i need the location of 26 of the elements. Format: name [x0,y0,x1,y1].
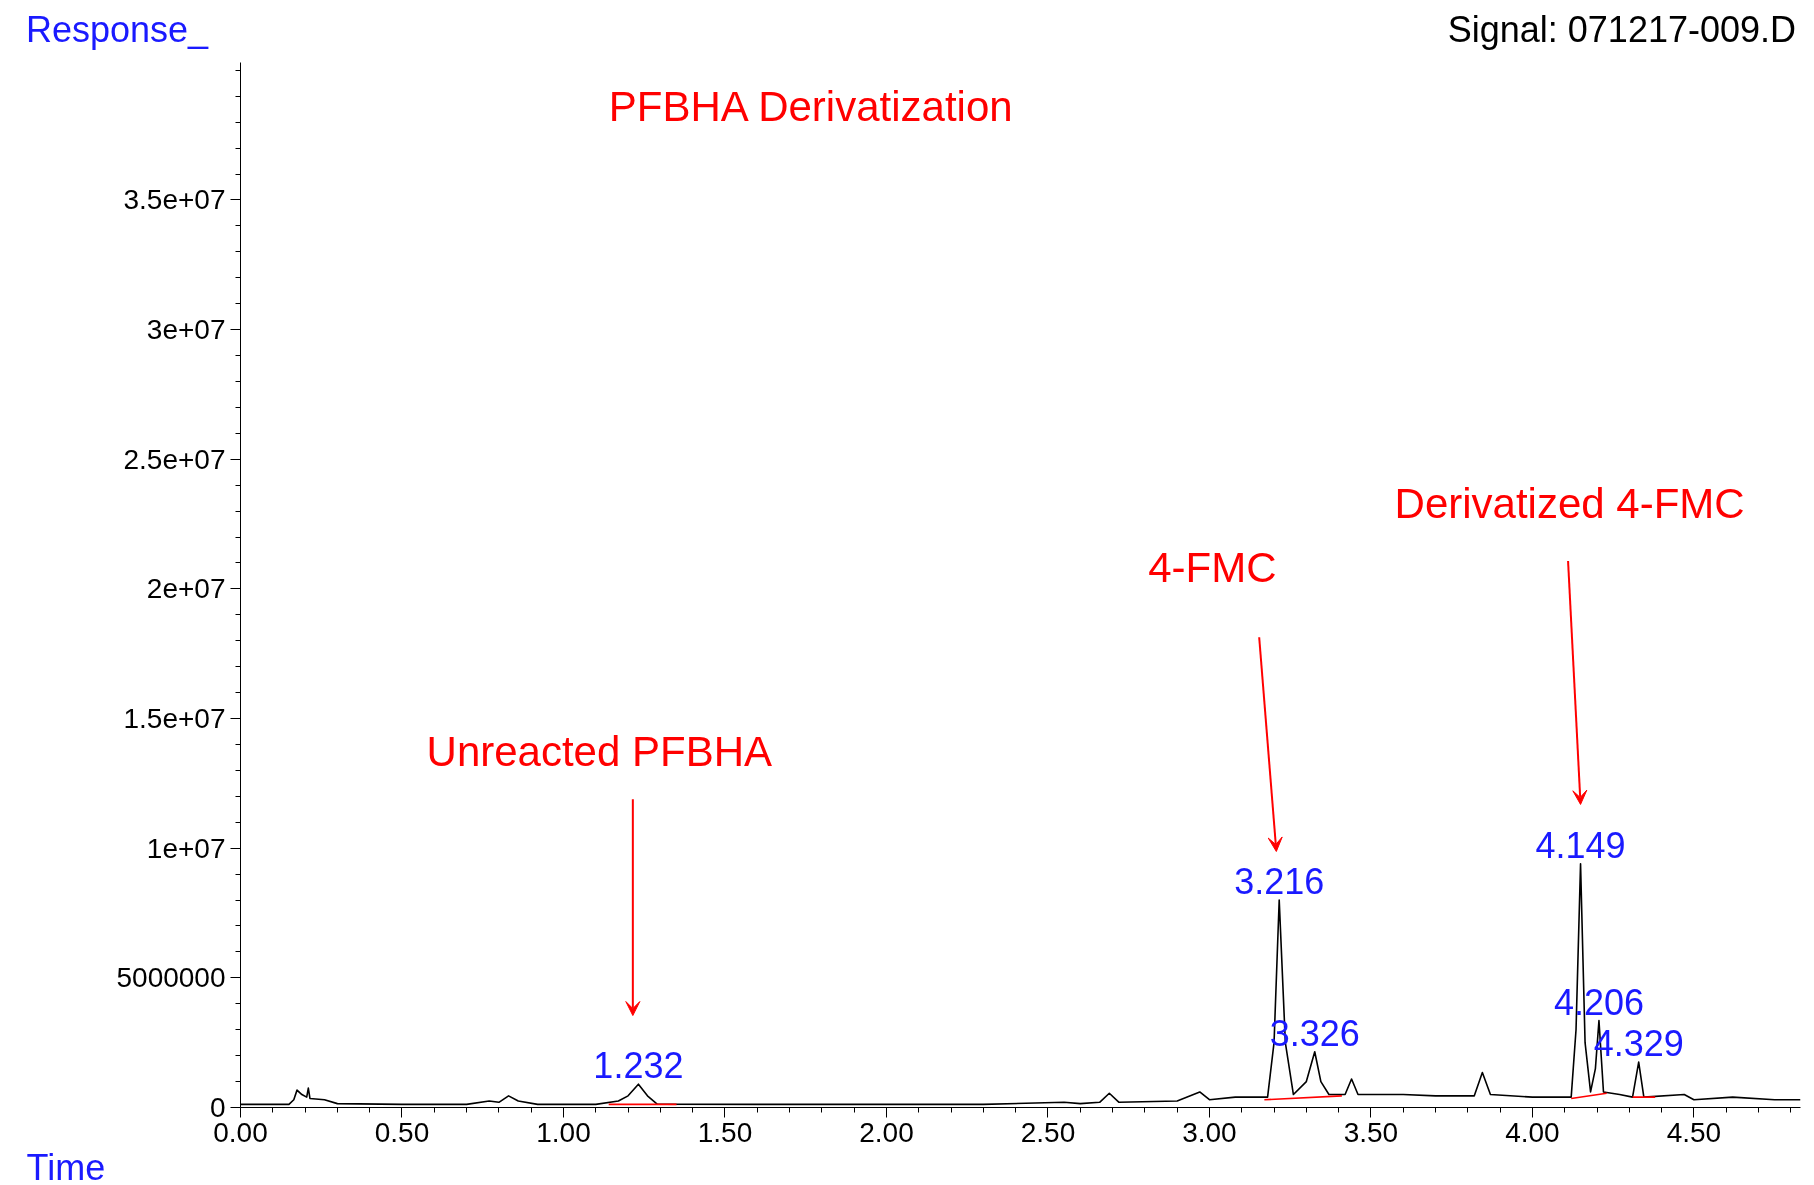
x-tick-label: 4.50 [1666,1116,1722,1148]
y-tick-label: 1e+07 [146,832,226,864]
x-tick-label: 0.50 [374,1116,430,1148]
y-tick-label: 2.5e+07 [123,443,226,475]
annotation: 4.149 [1535,824,1626,866]
y-tick-label: 3e+07 [146,314,226,346]
chart-subtitle: Signal: 071217-009.D [1446,8,1796,52]
x-tick-label: 1.50 [697,1116,753,1148]
x-tick-label: 2.00 [859,1116,914,1148]
y-tick-label: 1.5e+07 [123,703,226,735]
annotation: 1.232 [593,1045,684,1087]
y-tick-label: 3.5e+07 [123,184,226,216]
x-tick-label: 1.00 [536,1116,591,1148]
annotation: 4-FMC [1148,543,1277,591]
x-tick-label: 3.00 [1182,1116,1237,1148]
x-tick-label: 4.00 [1505,1116,1560,1148]
annotation: 3.216 [1234,861,1325,903]
x-axis-title: Time [26,1146,106,1185]
text: PFBHA Derivatization [608,82,1013,130]
annotation: Derivatized 4-FMC [1394,479,1745,527]
x-tick-label: 3.50 [1343,1116,1399,1148]
y-tick-label: 5000000 [116,962,226,994]
y-axis-title: Response_ [26,8,210,52]
annotation: Unreacted PFBHA [426,727,773,775]
x-tick-label: 2.50 [1020,1116,1076,1148]
y-tick-label: 2e+07 [146,573,226,605]
